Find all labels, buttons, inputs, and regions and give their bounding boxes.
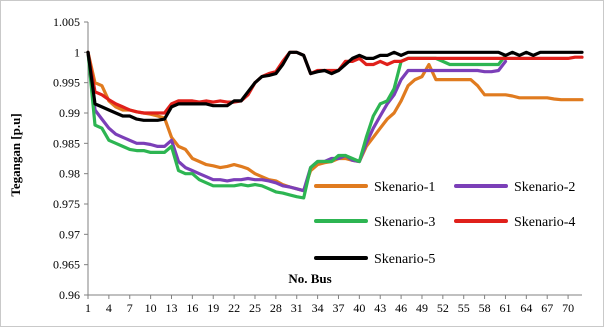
x-tick-label: 19	[207, 301, 219, 315]
y-tick-label: 1	[74, 45, 80, 59]
legend: Skenario-1 Skenario-2 Skenario-3 Skenario-4…	[314, 180, 575, 267]
y-axis-title: Tegangan [p.u]	[8, 113, 23, 196]
x-tick-label: 4	[106, 301, 112, 315]
x-tick-label: 61	[499, 301, 511, 315]
series-line-skenario-2	[86, 50, 508, 193]
x-tick-label: 25	[249, 301, 261, 315]
x-tick-label: 28	[270, 301, 282, 315]
series-line-skenario-3	[86, 50, 508, 200]
legend-label: Skenario-3	[374, 215, 435, 230]
legend-label: Skenario-1	[374, 180, 435, 195]
y-tick-labels: 0.96 0.965 0.97 0.975 0.98 0.985 0.99 0.995 1 1.0…	[53, 15, 88, 302]
x-tick-label: 7	[127, 301, 133, 315]
legend-label: Skenario-5	[374, 252, 435, 267]
x-tick-label: 67	[541, 301, 553, 315]
x-tick-label: 55	[458, 301, 470, 315]
x-tick-label: 37	[332, 301, 344, 315]
x-tick-label: 49	[416, 301, 428, 315]
y-tick-label: 0.965	[53, 258, 80, 272]
x-tick-label: 70	[562, 301, 574, 315]
y-tick-label: 0.975	[53, 197, 80, 211]
x-tick-label: 31	[291, 301, 303, 315]
y-tick-label: 1.005	[53, 15, 80, 29]
y-tick-label: 0.99	[59, 106, 80, 120]
x-tick-label: 13	[165, 301, 177, 315]
y-tick-label: 0.98	[59, 167, 80, 181]
x-tick-label: 46	[395, 301, 407, 315]
y-tick-label: 0.995	[53, 76, 80, 90]
x-tick-label: 52	[437, 301, 449, 315]
x-tick-label: 10	[145, 301, 157, 315]
x-tick-label: 43	[374, 301, 386, 315]
x-axis-title: No. Bus	[288, 271, 331, 286]
x-tick-label: 1	[85, 301, 91, 315]
y-tick-label: 0.96	[59, 288, 80, 302]
y-tick-label: 0.97	[59, 227, 80, 241]
x-tick-label: 22	[228, 301, 240, 315]
series-line-skenario-5	[86, 50, 584, 122]
x-tick-label: 16	[186, 301, 198, 315]
x-tick-labels: 1 4 7 10 13 16 19 22 25 28 31 34 37 40 43 46 49 52 55 58 61 6…	[85, 295, 574, 315]
legend-label: Skenario-4	[514, 215, 575, 230]
y-tick-label: 0.985	[53, 136, 80, 150]
series-lines	[86, 50, 584, 200]
x-tick-label: 40	[353, 301, 365, 315]
x-tick-label: 64	[520, 301, 532, 315]
x-tick-label: 34	[312, 301, 324, 315]
series-line-skenario-4	[86, 50, 584, 115]
x-tick-label: 58	[479, 301, 491, 315]
legend-label: Skenario-2	[514, 180, 575, 195]
